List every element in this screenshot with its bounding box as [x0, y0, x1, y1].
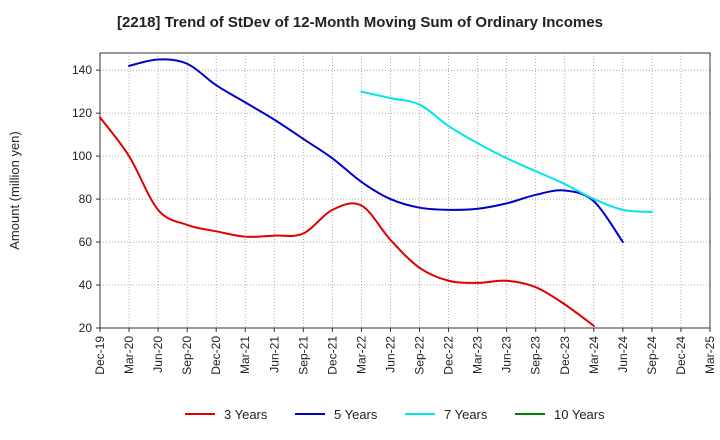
y-tick-label: 60 — [79, 235, 93, 249]
series-line-3-years — [99, 116, 595, 327]
y-tick-label: 40 — [79, 278, 93, 292]
x-tick-label: Dec-20 — [209, 336, 223, 375]
legend: 3 Years 5 Years 7 Years 10 Years — [185, 407, 605, 422]
legend-label: 7 Years — [444, 407, 488, 422]
x-tick-label: Jun-23 — [500, 336, 514, 373]
series-line-7-years — [360, 90, 653, 213]
x-tick-label: Jun-20 — [151, 336, 165, 373]
y-axis: 20 40 60 80 100 120 140 — [72, 63, 100, 335]
x-tick-label: Dec-22 — [442, 336, 456, 375]
x-tick-label: Mar-24 — [587, 336, 601, 374]
chart-title: [2218] Trend of StDev of 12-Month Moving… — [117, 14, 603, 31]
x-tick-label: Jun-24 — [616, 336, 630, 373]
x-tick-label: Jun-22 — [383, 336, 397, 373]
x-tick-label: Mar-20 — [122, 336, 136, 374]
series — [99, 58, 653, 327]
x-tick-label: Sep-22 — [413, 336, 427, 375]
x-tick-label: Jun-21 — [267, 336, 281, 373]
y-tick-label: 100 — [72, 149, 92, 163]
legend-label: 10 Years — [554, 407, 605, 422]
x-tick-label: Sep-21 — [296, 336, 310, 375]
x-tick-label: Dec-23 — [558, 336, 572, 375]
series-line-5-years — [128, 58, 624, 244]
y-tick-label: 20 — [79, 321, 93, 335]
x-tick-label: Sep-24 — [645, 336, 659, 375]
x-tick-label: Sep-20 — [180, 336, 194, 375]
x-tick-label: Sep-23 — [529, 336, 543, 375]
plot-frame — [99, 52, 711, 329]
legend-label: 3 Years — [224, 407, 268, 422]
y-tick-label: 120 — [72, 106, 92, 120]
y-tick-label: 140 — [72, 63, 92, 77]
x-tick-label: Mar-22 — [354, 336, 368, 374]
x-tick-label: Dec-19 — [93, 336, 107, 375]
x-axis: Dec-19 Mar-20 Jun-20 Sep-20 Dec-20 Mar-21 Jun-… — [93, 328, 717, 375]
x-tick-label: Dec-24 — [674, 336, 688, 375]
y-axis-title: Amount (million yen) — [7, 131, 22, 250]
legend-label: 5 Years — [334, 407, 378, 422]
x-tick-label: Mar-21 — [238, 336, 252, 374]
x-tick-label: Dec-21 — [325, 336, 339, 375]
grid — [99, 53, 711, 329]
y-tick-label: 80 — [79, 192, 93, 206]
x-tick-label: Mar-23 — [471, 336, 485, 374]
x-tick-label: Mar-25 — [703, 336, 717, 374]
